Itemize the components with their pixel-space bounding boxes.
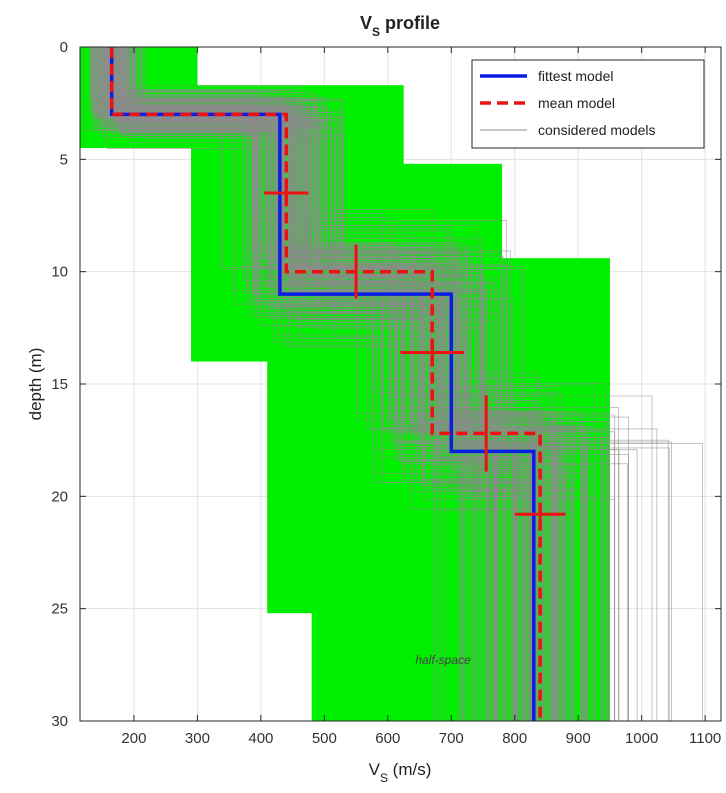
considered-model-profile: [102, 47, 585, 721]
title-rest: profile: [380, 13, 440, 33]
considered-model-profile: [130, 47, 496, 721]
x-tick-label: 400: [248, 730, 273, 747]
considered-model-profile: [102, 47, 560, 721]
considered-model-profile: [116, 47, 572, 721]
considered-model-profile: [95, 47, 595, 721]
considered-model-profile: [100, 47, 483, 721]
considered-model-profile: [132, 47, 534, 721]
legend-considered-label: considered models: [538, 122, 656, 138]
y-tick-label: 25: [51, 601, 68, 618]
x-tick-label: 300: [185, 730, 210, 747]
y-axis-label: depth (m): [26, 348, 45, 421]
considered-model-profile: [102, 47, 498, 721]
x-tick-label: 1100: [689, 730, 721, 747]
x-tick-label: 200: [121, 730, 146, 747]
considered-model-profile: [125, 47, 566, 721]
x-tick-label: 900: [566, 730, 591, 747]
y-tick-label: 0: [60, 39, 68, 56]
x-tick-label: 600: [375, 730, 400, 747]
considered-model-profile: [106, 47, 554, 721]
considered-model-profile: [114, 47, 597, 721]
title-subscript: S: [372, 25, 380, 39]
half-space-annotation: half-space: [415, 653, 471, 667]
xlabel-rest: (m/s): [388, 760, 431, 779]
considered-model-profile: [116, 47, 594, 721]
title-main: V: [360, 13, 372, 33]
chart-title: VS profile: [360, 13, 440, 39]
considered-model-profile: [97, 47, 531, 721]
considered-model-profile: [107, 47, 438, 721]
considered-model-profile: [90, 47, 603, 721]
considered-model-profile: [130, 47, 524, 721]
considered-model-profile: [114, 47, 544, 721]
considered-model-profile: [98, 47, 558, 721]
considered-model-profile: [125, 47, 526, 721]
considered-model-profile: [127, 47, 531, 721]
x-tick-label: 500: [312, 730, 337, 747]
considered-model-profile: [99, 47, 546, 721]
x-axis-label: VS (m/s): [369, 760, 432, 785]
considered-model-profile: [113, 47, 588, 721]
considered-models: [83, 47, 703, 721]
considered-model-profile: [99, 47, 511, 721]
y-tick-label: 30: [51, 713, 68, 730]
considered-model-profile: [109, 47, 540, 721]
considered-model-profile: [130, 47, 544, 721]
considered-model-profile: [118, 47, 549, 721]
y-tick-label: 20: [51, 488, 68, 505]
legend-mean-label: mean model: [538, 95, 615, 111]
considered-model-profile: [123, 47, 526, 721]
considered-model-profile: [90, 47, 551, 721]
y-tick-label: 10: [51, 264, 68, 281]
x-tick-label: 700: [439, 730, 464, 747]
y-tick-label: 5: [60, 151, 68, 168]
considered-model-profile: [112, 47, 495, 721]
considered-model-profile: [102, 47, 553, 721]
xlabel-subscript: S: [380, 771, 388, 785]
legend: fittest model mean model considered mode…: [471, 59, 705, 149]
x-tick-label: 1000: [625, 730, 658, 747]
y-tick-label: 15: [51, 376, 68, 393]
axis-ticks: 200 300 400 500 600 700 800 900 1000 1100 0 5 10 15 20…: [51, 39, 721, 747]
xlabel-main: V: [369, 760, 381, 779]
model-lines: [109, 47, 566, 721]
considered-model-profile: [125, 47, 520, 721]
x-tick-label: 800: [502, 730, 527, 747]
legend-fittest-label: fittest model: [538, 68, 613, 84]
